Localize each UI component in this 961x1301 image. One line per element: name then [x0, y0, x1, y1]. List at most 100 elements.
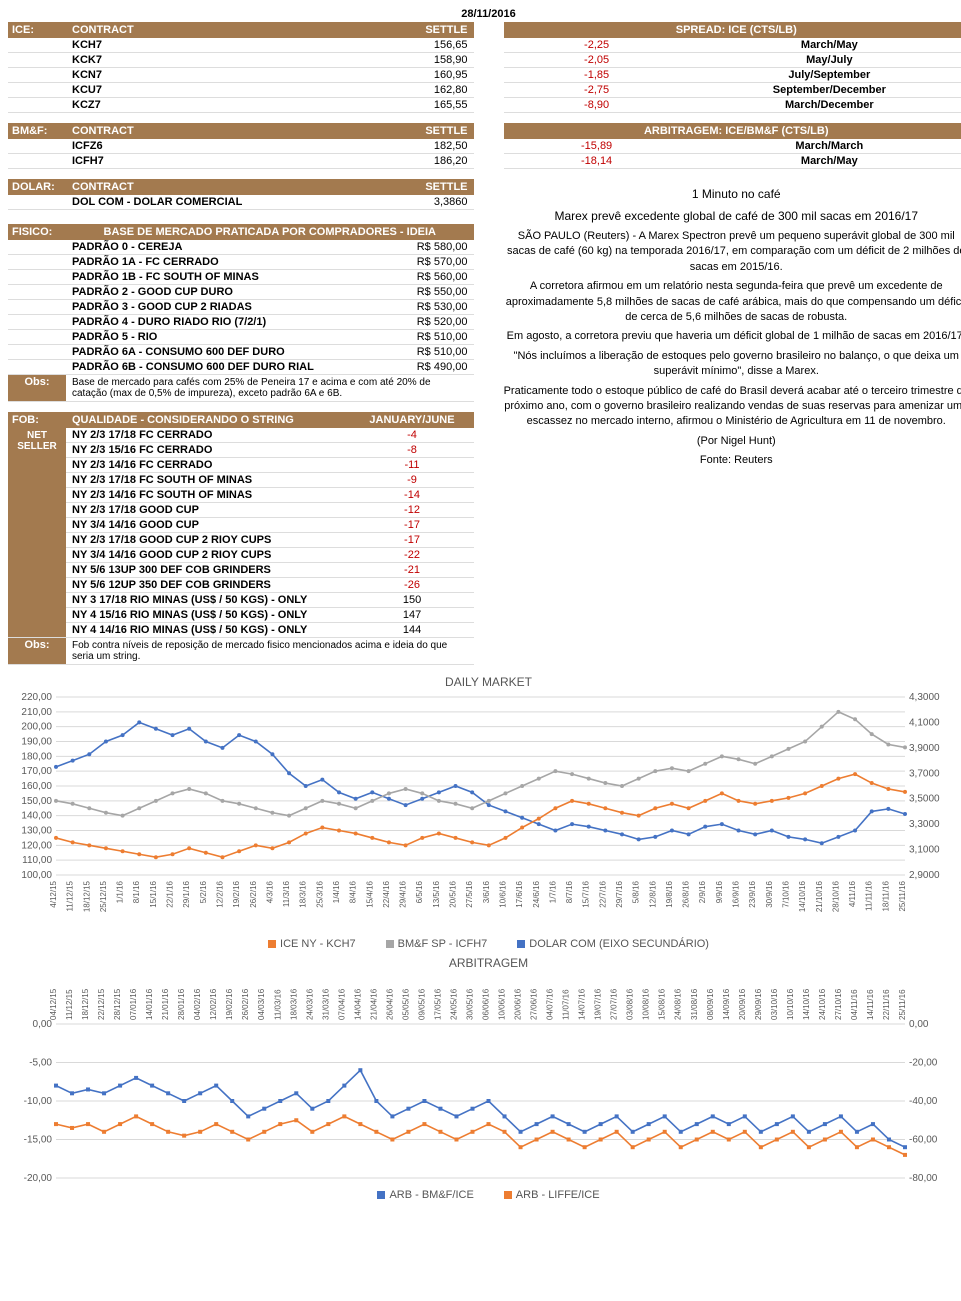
svg-text:11/3/16: 11/3/16 [282, 880, 291, 907]
svg-text:10/6/16: 10/6/16 [498, 880, 507, 907]
svg-text:29/1/16: 29/1/16 [182, 880, 191, 907]
chart1-svg: 100,00110,00120,00130,00140,00150,00160,… [8, 693, 953, 933]
svg-text:20/06/16: 20/06/16 [514, 988, 523, 1020]
svg-text:24/05/16: 24/05/16 [449, 988, 458, 1020]
svg-text:3,1000: 3,1000 [909, 845, 940, 856]
svg-text:100,00: 100,00 [21, 870, 52, 881]
svg-text:210,00: 210,00 [21, 707, 52, 718]
dolar-h0: CONTRACT [66, 179, 380, 195]
svg-text:14/07/16: 14/07/16 [578, 988, 587, 1020]
svg-text:04/02/16: 04/02/16 [193, 988, 202, 1020]
news-body: SÃO PAULO (Reuters) - A Marex Spectron p… [504, 229, 961, 468]
fob-obs: Fob contra níveis de reposição de mercad… [66, 638, 474, 665]
svg-text:12/02/16: 12/02/16 [209, 988, 218, 1020]
svg-text:26/2/16: 26/2/16 [249, 880, 258, 907]
dolar-table: DOLAR: CONTRACT SETTLE DOL COM - DOLAR C… [8, 179, 474, 210]
svg-text:24/6/16: 24/6/16 [532, 880, 541, 907]
daily-market-chart: DAILY MARKET 100,00110,00120,00130,00140… [8, 675, 961, 950]
svg-text:-15,00: -15,00 [24, 1135, 53, 1146]
fob-label: FOB: [8, 412, 66, 428]
svg-text:7/10/16: 7/10/16 [781, 880, 790, 907]
ice-label: ICE: [8, 22, 66, 38]
svg-text:27/10/16: 27/10/16 [834, 988, 843, 1020]
legend-arb1: ARB - BM&F/ICE [389, 1189, 473, 1201]
svg-text:07/01/16: 07/01/16 [129, 988, 138, 1020]
svg-text:19/07/16: 19/07/16 [594, 988, 603, 1020]
svg-text:12/8/16: 12/8/16 [648, 880, 657, 907]
svg-text:04/11/16: 04/11/16 [850, 989, 859, 1020]
bmf-table: BM&F: CONTRACT SETTLE ICFZ6182,50ICFH718… [8, 123, 474, 169]
svg-text:11/11/16: 11/11/16 [865, 880, 874, 911]
svg-text:14/11/16: 14/11/16 [866, 989, 875, 1020]
svg-text:4/3/16: 4/3/16 [265, 880, 274, 903]
svg-text:200,00: 200,00 [21, 722, 52, 733]
svg-text:29/09/16: 29/09/16 [754, 988, 763, 1020]
svg-text:27/06/16: 27/06/16 [530, 988, 539, 1020]
svg-text:24/10/16: 24/10/16 [818, 988, 827, 1020]
fisico-obs-label: Obs: [8, 375, 66, 402]
svg-text:04/07/16: 04/07/16 [546, 988, 555, 1020]
svg-text:31/08/16: 31/08/16 [690, 988, 699, 1020]
svg-text:18/12/15: 18/12/15 [82, 880, 91, 912]
fob-table: FOB: QUALIDADE - CONSIDERANDO O STRING J… [8, 412, 474, 665]
bmf-h0: CONTRACT [66, 123, 301, 139]
svg-text:10/10/16: 10/10/16 [786, 988, 795, 1020]
svg-text:180,00: 180,00 [21, 751, 52, 762]
svg-text:17/6/16: 17/6/16 [515, 880, 524, 907]
svg-text:19/2/16: 19/2/16 [232, 880, 241, 907]
arb-table: ARBITRAGEM: ICE/BM&F (CTS/LB) -15,89Marc… [504, 123, 961, 169]
svg-text:15/7/16: 15/7/16 [582, 880, 591, 907]
svg-text:21/01/16: 21/01/16 [161, 988, 170, 1020]
svg-text:28/10/16: 28/10/16 [831, 880, 840, 912]
svg-text:-60,00: -60,00 [909, 1135, 938, 1146]
svg-text:29/7/16: 29/7/16 [615, 880, 624, 907]
svg-text:22/1/16: 22/1/16 [166, 880, 175, 907]
svg-text:19/02/16: 19/02/16 [225, 988, 234, 1020]
svg-text:140,00: 140,00 [21, 811, 52, 822]
svg-text:3,7000: 3,7000 [909, 768, 940, 779]
svg-text:4,3000: 4,3000 [909, 693, 940, 703]
svg-text:21/10/16: 21/10/16 [815, 880, 824, 912]
svg-text:2/9/16: 2/9/16 [698, 880, 707, 903]
svg-text:05/05/16: 05/05/16 [401, 988, 410, 1020]
svg-text:160,00: 160,00 [21, 781, 52, 792]
fob-obs-label: Obs: [8, 638, 66, 665]
fisico-table: FISICO: BASE DE MERCADO PRATICADA POR CO… [8, 224, 474, 402]
svg-text:1/7/16: 1/7/16 [548, 880, 557, 903]
svg-text:1/1/16: 1/1/16 [116, 880, 125, 903]
svg-text:-5,00: -5,00 [29, 1058, 52, 1069]
svg-text:18/11/16: 18/11/16 [881, 880, 890, 911]
svg-text:8/7/16: 8/7/16 [565, 880, 574, 903]
fisico-title: BASE DE MERCADO PRATICADA POR COMPRADORE… [66, 224, 474, 240]
svg-text:130,00: 130,00 [21, 826, 52, 837]
news-headline: Marex prevê excedente global de café de … [504, 209, 961, 223]
news-subtitle: 1 Minuto no café [504, 187, 961, 201]
arbitragem-chart: ARBITRAGEM 0,00-5,00-10,00-15,00-20,000,… [8, 956, 961, 1201]
svg-text:5/8/16: 5/8/16 [632, 880, 641, 903]
svg-text:08/09/16: 08/09/16 [706, 988, 715, 1020]
dolar-label: DOLAR: [8, 179, 66, 195]
svg-text:4/12/15: 4/12/15 [49, 880, 58, 907]
svg-text:14/01/16: 14/01/16 [145, 988, 154, 1020]
svg-text:28/12/15: 28/12/15 [113, 988, 122, 1020]
svg-text:-20,00: -20,00 [909, 1058, 938, 1069]
svg-text:09/05/16: 09/05/16 [417, 988, 426, 1020]
svg-text:22/11/16: 22/11/16 [882, 989, 891, 1020]
svg-text:11/07/16: 11/07/16 [562, 989, 571, 1020]
svg-text:30/05/16: 30/05/16 [465, 988, 474, 1020]
svg-text:5/2/16: 5/2/16 [199, 880, 208, 903]
svg-text:10/06/16: 10/06/16 [498, 988, 507, 1020]
svg-text:06/06/16: 06/06/16 [482, 988, 491, 1020]
svg-text:13/5/16: 13/5/16 [432, 880, 441, 907]
svg-text:0,00: 0,00 [909, 1019, 929, 1030]
svg-text:30/9/16: 30/9/16 [765, 880, 774, 907]
bmf-h1: SETTLE [301, 123, 474, 139]
svg-text:150,00: 150,00 [21, 796, 52, 807]
legend-bmf: BM&F SP - ICFH7 [398, 938, 488, 950]
svg-text:6/5/16: 6/5/16 [415, 880, 424, 903]
svg-text:27/5/16: 27/5/16 [465, 880, 474, 907]
chart1-legend: ICE NY - KCH7 BM&F SP - ICFH7 DOLAR COM … [8, 938, 961, 950]
svg-text:26/04/16: 26/04/16 [385, 988, 394, 1020]
svg-text:8/1/16: 8/1/16 [132, 880, 141, 903]
svg-text:15/1/16: 15/1/16 [149, 880, 158, 907]
